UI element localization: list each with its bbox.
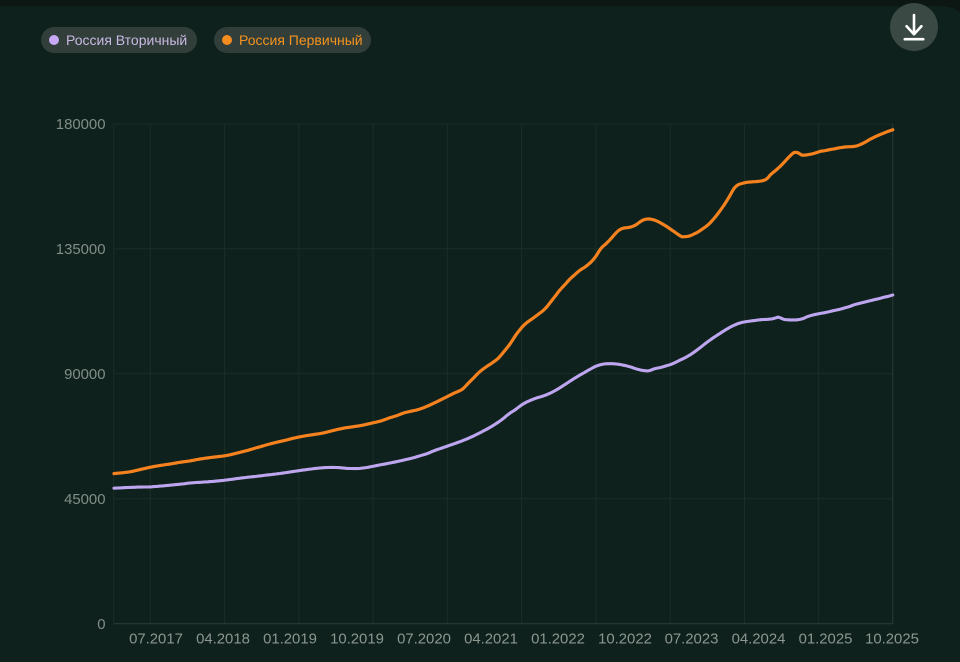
- svg-text:90000: 90000: [64, 367, 105, 383]
- svg-text:180000: 180000: [56, 117, 106, 133]
- svg-text:01.2025: 01.2025: [799, 631, 853, 647]
- svg-text:07.2017: 07.2017: [129, 631, 183, 647]
- svg-text:0: 0: [97, 617, 105, 633]
- svg-text:04.2018: 04.2018: [196, 631, 250, 647]
- svg-text:04.2021: 04.2021: [464, 631, 518, 647]
- svg-text:10.2025: 10.2025: [865, 631, 919, 647]
- svg-text:04.2024: 04.2024: [732, 631, 786, 647]
- svg-text:07.2023: 07.2023: [665, 631, 719, 647]
- svg-text:07.2020: 07.2020: [397, 631, 451, 647]
- svg-text:01.2019: 01.2019: [263, 631, 317, 647]
- svg-text:10.2019: 10.2019: [330, 631, 384, 647]
- svg-text:01.2022: 01.2022: [531, 631, 585, 647]
- svg-text:45000: 45000: [64, 492, 105, 508]
- svg-text:135000: 135000: [56, 242, 106, 258]
- svg-text:10.2022: 10.2022: [598, 631, 652, 647]
